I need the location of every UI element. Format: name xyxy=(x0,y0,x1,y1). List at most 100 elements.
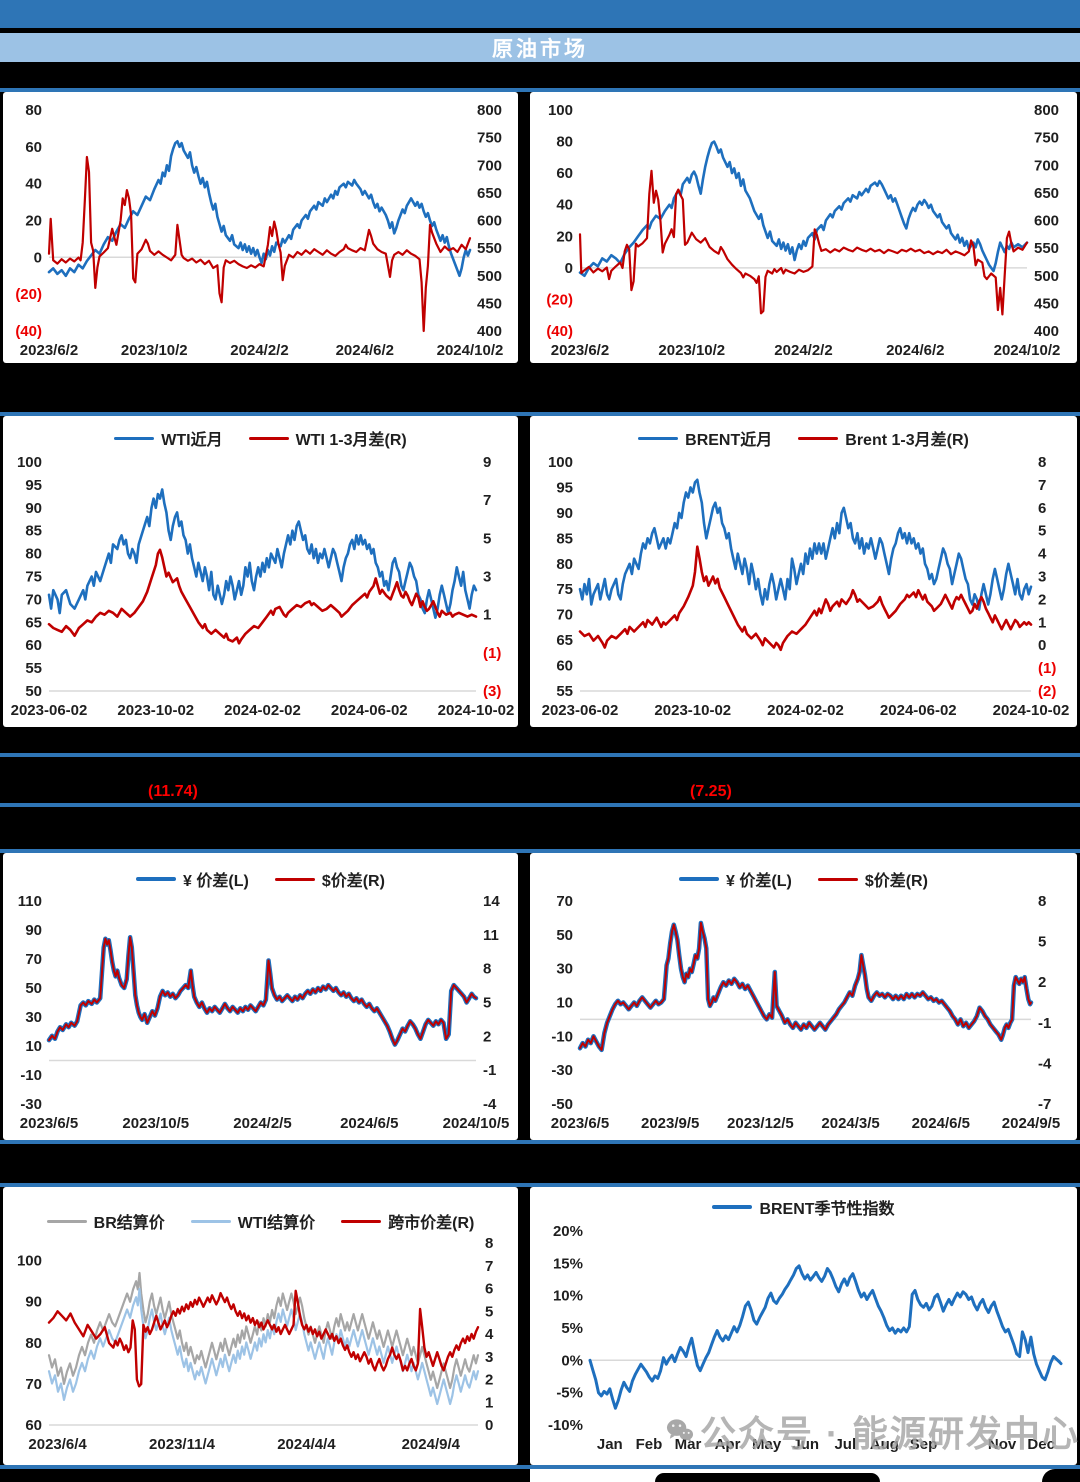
svg-text:550: 550 xyxy=(477,240,502,257)
svg-text:-1: -1 xyxy=(1038,1015,1051,1032)
svg-text:2024-06-02: 2024-06-02 xyxy=(880,702,957,719)
svg-text:95: 95 xyxy=(556,479,573,496)
svg-text:-1: -1 xyxy=(483,1062,496,1079)
svg-text:-10%: -10% xyxy=(548,1417,583,1434)
svg-text:750: 750 xyxy=(1034,130,1059,147)
svg-text:2: 2 xyxy=(485,1372,493,1389)
svg-text:0: 0 xyxy=(485,1417,493,1434)
svg-text:8: 8 xyxy=(483,961,491,978)
svg-text:10%: 10% xyxy=(553,1288,583,1305)
svg-text:30: 30 xyxy=(556,961,573,978)
svg-text:60: 60 xyxy=(25,1417,42,1434)
chart-wti-near-month-spread: 100 95 90 85 80 75 70 65 60 55 50 9 7 5 3 1 (1) (3) 2023-0… xyxy=(3,416,518,727)
svg-text:2024/6/2: 2024/6/2 xyxy=(336,342,394,359)
svg-text:3: 3 xyxy=(1038,569,1046,586)
chart-br-wti-settlement-spread: 100 90 80 70 60 8 7 6 5 4 3 2 1 0 2023/6/4 2023/11/4 202… xyxy=(3,1187,518,1465)
svg-text:Jan: Jan xyxy=(597,1436,623,1453)
svg-text:2024-02-02: 2024-02-02 xyxy=(767,702,844,719)
svg-text:(40): (40) xyxy=(546,323,573,340)
divider-line xyxy=(0,412,1080,416)
svg-text:80: 80 xyxy=(556,556,573,573)
svg-text:(2): (2) xyxy=(1038,683,1056,700)
svg-text:55: 55 xyxy=(25,660,42,677)
svg-text:2024/2/5: 2024/2/5 xyxy=(233,1115,291,1132)
svg-text:3: 3 xyxy=(483,569,491,586)
svg-text:0%: 0% xyxy=(561,1352,583,1369)
svg-text:-10: -10 xyxy=(551,1028,573,1045)
svg-text:75: 75 xyxy=(25,569,42,586)
svg-text:14: 14 xyxy=(483,893,500,910)
svg-text:(1): (1) xyxy=(483,645,501,662)
svg-text:2024-06-02: 2024-06-02 xyxy=(331,702,408,719)
svg-text:Aug: Aug xyxy=(870,1436,899,1453)
svg-text:2024/3/5: 2024/3/5 xyxy=(821,1115,879,1132)
svg-text:40: 40 xyxy=(556,197,573,214)
svg-text:2023/6/5: 2023/6/5 xyxy=(551,1115,609,1132)
svg-text:2: 2 xyxy=(483,1028,491,1045)
divider-line xyxy=(0,88,1080,92)
svg-text:2024-10-02: 2024-10-02 xyxy=(993,702,1070,719)
svg-text:70: 70 xyxy=(556,607,573,624)
svg-text:5: 5 xyxy=(1038,523,1046,540)
svg-text:90: 90 xyxy=(25,922,42,939)
svg-text:(3): (3) xyxy=(483,683,501,700)
divider-line xyxy=(0,753,1080,757)
chart-panel-wti-fund-position: 80 60 40 20 0 (20) (40) 800 750 700 650 600 550 500 45… xyxy=(3,92,518,363)
svg-text:800: 800 xyxy=(477,102,502,119)
svg-text:-7: -7 xyxy=(1038,1096,1051,1113)
chart-panel-brent-seasonality: 20% 15% 10% 5% 0% -5% -10% Jan Feb Mar Apr May Jun Ju… xyxy=(530,1187,1077,1465)
svg-text:2023-10-02: 2023-10-02 xyxy=(117,702,194,719)
svg-text:10: 10 xyxy=(25,1038,42,1055)
svg-text:15%: 15% xyxy=(553,1255,583,1272)
svg-text:4: 4 xyxy=(485,1326,494,1343)
section-title-bar: 原油市场 xyxy=(0,33,1080,62)
chart-panel-brent-near-month: 100 95 90 85 80 75 70 65 60 55 8 7 6 5 4 3 2 1 0 (1) (2) 2023… xyxy=(530,416,1077,727)
svg-text:(40): (40) xyxy=(15,323,42,340)
svg-text:70: 70 xyxy=(25,951,42,968)
svg-text:60: 60 xyxy=(25,139,42,156)
svg-text:400: 400 xyxy=(477,323,502,340)
svg-text:4: 4 xyxy=(1038,546,1047,563)
svg-text:2024-10-02: 2024-10-02 xyxy=(438,702,515,719)
svg-text:80: 80 xyxy=(25,1335,42,1352)
svg-text:-5%: -5% xyxy=(556,1385,583,1402)
svg-text:1: 1 xyxy=(483,607,491,624)
svg-text:2024/9/5: 2024/9/5 xyxy=(1002,1115,1060,1132)
chart-panel-yuan-spread-left: 110 90 70 50 30 10 -10 -30 14 11 8 5 2 -1 -4 2023/6/5 20… xyxy=(3,853,518,1140)
svg-text:0: 0 xyxy=(1038,637,1046,654)
svg-text:2023/10/5: 2023/10/5 xyxy=(122,1115,189,1132)
chart-wti-net-position: 80 60 40 20 0 (20) (40) 800 750 700 650 600 550 500 45… xyxy=(3,92,518,363)
svg-text:2024/10/2: 2024/10/2 xyxy=(994,342,1061,359)
svg-text:2023/10/2: 2023/10/2 xyxy=(121,342,188,359)
svg-text:8: 8 xyxy=(1038,893,1046,910)
chart-brent-seasonality-index: 20% 15% 10% 5% 0% -5% -10% Jan Feb Mar Apr May Jun Ju… xyxy=(530,1187,1077,1465)
svg-text:5%: 5% xyxy=(561,1320,583,1337)
svg-text:2023-06-02: 2023-06-02 xyxy=(542,702,619,719)
svg-text:60: 60 xyxy=(556,165,573,182)
svg-text:2: 2 xyxy=(1038,974,1046,991)
svg-text:20: 20 xyxy=(556,228,573,245)
svg-text:2024/9/4: 2024/9/4 xyxy=(402,1436,461,1453)
chart-brent-net-position: 100 80 60 40 20 0 (20) (40) 800 750 700 650 600 550 50… xyxy=(530,92,1077,363)
svg-text:2023/12/5: 2023/12/5 xyxy=(727,1115,794,1132)
svg-text:2023-10-02: 2023-10-02 xyxy=(654,702,731,719)
svg-text:80: 80 xyxy=(556,134,573,151)
svg-text:2024/10/2: 2024/10/2 xyxy=(437,342,504,359)
svg-text:2024/6/5: 2024/6/5 xyxy=(912,1115,970,1132)
svg-text:-30: -30 xyxy=(551,1062,573,1079)
chart-panel-settlement-price: 100 90 80 70 60 8 7 6 5 4 3 2 1 0 2023/6/4 2023/11/4 202… xyxy=(3,1187,518,1465)
svg-text:650: 650 xyxy=(477,185,502,202)
svg-text:2024/4/4: 2024/4/4 xyxy=(277,1436,336,1453)
svg-text:Apr: Apr xyxy=(715,1436,741,1453)
svg-text:Jun: Jun xyxy=(792,1436,819,1453)
svg-text:100: 100 xyxy=(17,1253,42,1270)
svg-text:1: 1 xyxy=(485,1394,493,1411)
svg-text:60: 60 xyxy=(556,658,573,675)
svg-text:2023/10/2: 2023/10/2 xyxy=(658,342,725,359)
svg-text:2023/6/2: 2023/6/2 xyxy=(551,342,609,359)
svg-text:6: 6 xyxy=(1038,500,1046,517)
table-negative-value-left: (11.74) xyxy=(148,783,198,800)
svg-text:5: 5 xyxy=(1038,934,1046,951)
divider-line xyxy=(0,1465,1080,1469)
